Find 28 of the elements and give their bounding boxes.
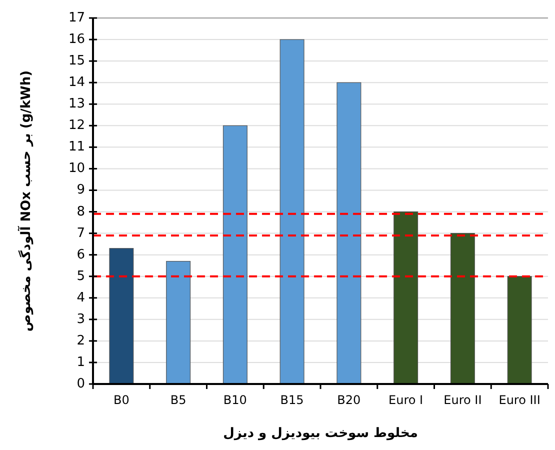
y-tick-label: 15 (68, 54, 85, 69)
x-axis-title: مخلوط سوخت بیودیزل و دیزل (223, 426, 418, 441)
y-tick-label: 1 (76, 354, 85, 370)
y-tick-label: 10 (68, 161, 85, 176)
x-tick-label: B15 (280, 393, 304, 407)
y-tick-label: 2 (76, 333, 85, 348)
x-tick-label: B0 (114, 393, 130, 407)
y-tick-label: 9 (76, 182, 85, 198)
x-tick-label: Euro III (498, 393, 540, 407)
y-tick-label: 17 (68, 10, 85, 26)
y-axis-title: آلودگی مخصوص NOx بر حسب (g/kWh) (17, 70, 34, 332)
y-tick-label: 14 (68, 75, 85, 90)
x-tick-label: B5 (170, 393, 186, 407)
y-tick-label: 16 (68, 32, 85, 48)
y-tick-label: 6 (76, 247, 85, 262)
x-tick-label: Euro II (444, 393, 482, 407)
x-tick-label: B10 (223, 393, 247, 407)
x-tick-label: B20 (337, 393, 361, 407)
y-tick-label: 11 (68, 140, 85, 155)
y-tick-label: 4 (76, 290, 85, 306)
y-tick-label: 3 (76, 312, 85, 327)
x-tick-label: Euro I (388, 393, 424, 407)
y-tick-label: 5 (76, 268, 85, 284)
y-tick-label: 7 (76, 226, 85, 241)
y-tick-label: 13 (68, 96, 85, 112)
y-tick-label: 0 (76, 376, 85, 392)
y-tick-label: 12 (68, 118, 85, 134)
y-tick-label: 8 (76, 204, 85, 220)
